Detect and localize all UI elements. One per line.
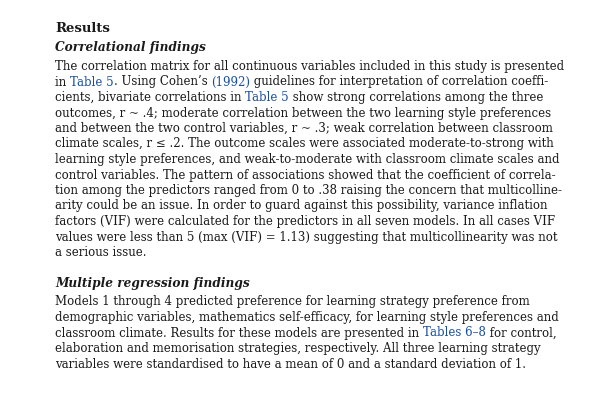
Text: tion among the predictors ranged from 0 to .38 raising the concern that multicol: tion among the predictors ranged from 0 … <box>55 184 562 197</box>
Text: climate scales, r ≤ .2. The outcome scales were associated moderate-to-strong wi: climate scales, r ≤ .2. The outcome scal… <box>55 138 554 150</box>
Text: for control,: for control, <box>486 326 556 340</box>
Text: cients, bivariate correlations in: cients, bivariate correlations in <box>55 91 245 104</box>
Text: variables were standardised to have a mean of 0 and a standard deviation of 1.: variables were standardised to have a me… <box>55 358 526 371</box>
Text: outcomes, r ~ .4; moderate correlation between the two learning style preference: outcomes, r ~ .4; moderate correlation b… <box>55 107 551 119</box>
Text: learning style preferences, and weak-to-moderate with classroom climate scales a: learning style preferences, and weak-to-… <box>55 153 559 166</box>
Text: Table 5: Table 5 <box>245 91 289 104</box>
Text: factors (VIF) were calculated for the predictors in all seven models. In all cas: factors (VIF) were calculated for the pr… <box>55 215 555 228</box>
Text: control variables. The pattern of associations showed that the coefficient of co: control variables. The pattern of associ… <box>55 168 556 182</box>
Text: arity could be an issue. In order to guard against this possibility, variance in: arity could be an issue. In order to gua… <box>55 200 547 213</box>
Text: values were less than 5 (max (VIF) = 1.13) suggesting that multicollinearity was: values were less than 5 (max (VIF) = 1.1… <box>55 231 558 243</box>
Text: guidelines for interpretation of correlation coeffi-: guidelines for interpretation of correla… <box>250 75 549 89</box>
Text: Table 5: Table 5 <box>70 75 114 89</box>
Text: elaboration and memorisation strategies, respectively. All three learning strate: elaboration and memorisation strategies,… <box>55 342 541 355</box>
Text: (1992): (1992) <box>211 75 250 89</box>
Text: Correlational findings: Correlational findings <box>55 41 206 55</box>
Text: demographic variables, mathematics self-efficacy, for learning style preferences: demographic variables, mathematics self-… <box>55 311 559 324</box>
Text: classroom climate. Results for these models are presented in: classroom climate. Results for these mod… <box>55 326 423 340</box>
Text: Models 1 through 4 predicted preference for learning strategy preference from: Models 1 through 4 predicted preference … <box>55 296 530 308</box>
Text: and between the two control variables, r ~ .3; weak correlation between classroo: and between the two control variables, r… <box>55 122 553 135</box>
Text: The correlation matrix for all continuous variables included in this study is pr: The correlation matrix for all continuou… <box>55 60 564 73</box>
Text: a serious issue.: a serious issue. <box>55 246 146 259</box>
Text: in: in <box>55 75 70 89</box>
Text: Multiple regression findings: Multiple regression findings <box>55 277 250 290</box>
Text: Results: Results <box>55 22 110 35</box>
Text: . Using Cohen’s: . Using Cohen’s <box>114 75 211 89</box>
Text: Tables 6–8: Tables 6–8 <box>423 326 486 340</box>
Text: show strong correlations among the three: show strong correlations among the three <box>289 91 543 104</box>
